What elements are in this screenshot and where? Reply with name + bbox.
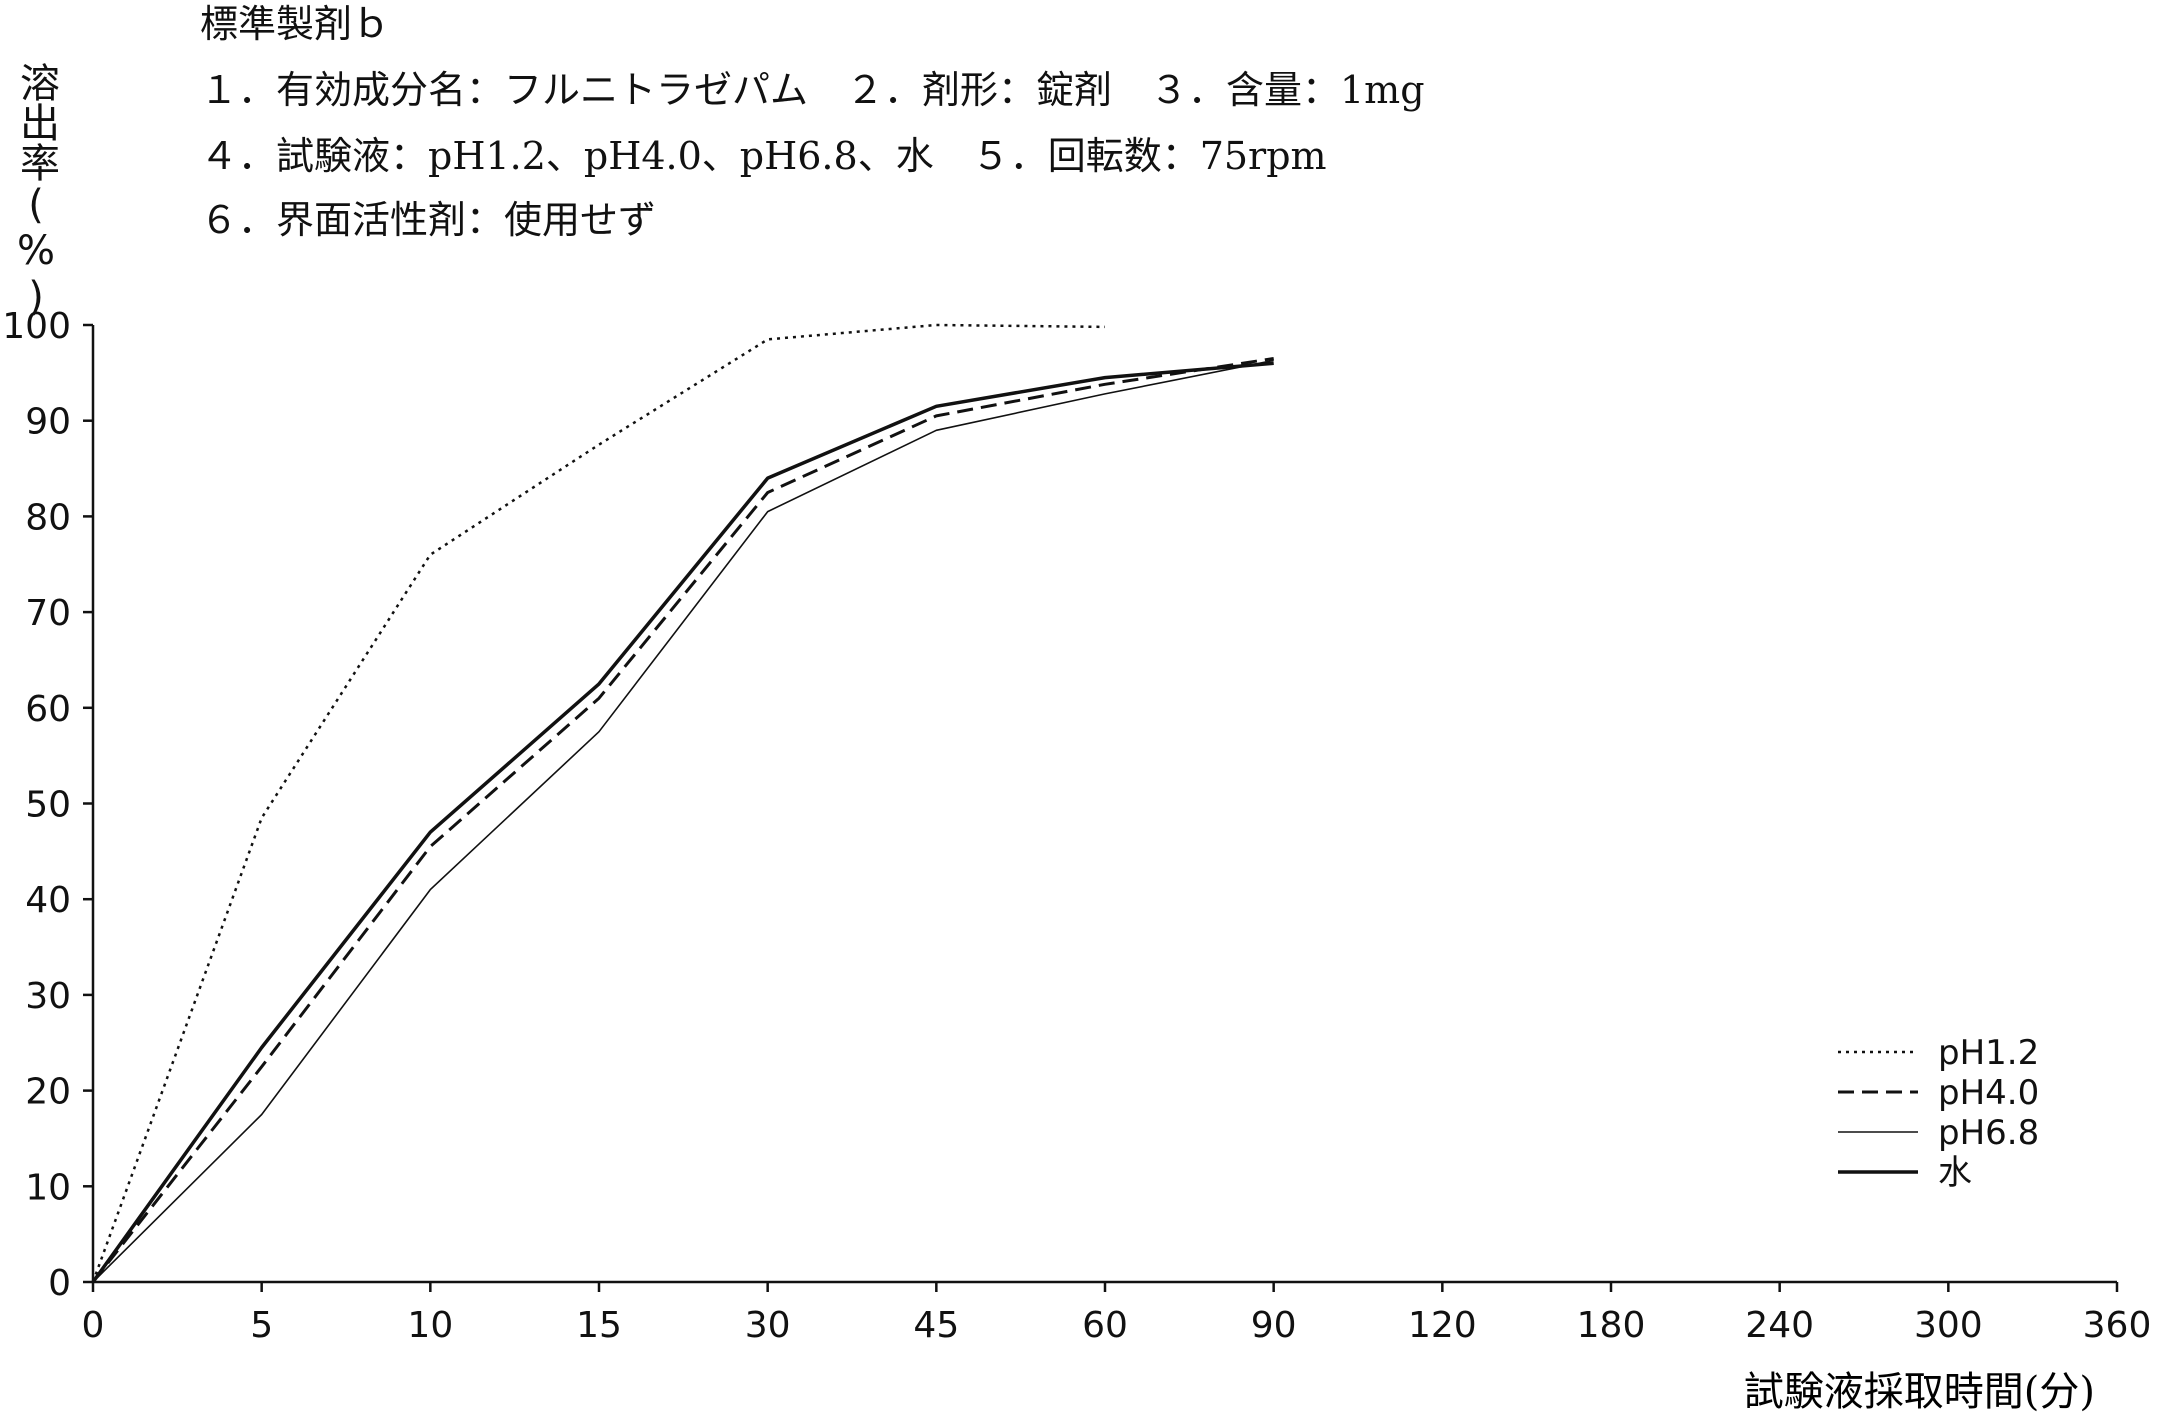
x-tick-label: 60 xyxy=(1082,1305,1128,1346)
ticks: 0 10 20 30 40 50 60 70 80 90 100 0 5 10 15 30 45 60 90 120 1… xyxy=(2,306,2151,1346)
legend-label: pH6.8 xyxy=(1938,1113,2039,1153)
legend-label: 水 xyxy=(1938,1153,1972,1193)
y-tick-label: 90 xyxy=(25,402,71,443)
x-tick-label: 300 xyxy=(1914,1305,1983,1346)
x-tick-label: 0 xyxy=(82,1305,105,1346)
header-line-ingredient: １．有効成分名：フルニトラゼパム ２．剤形：錠剤 ３．含量：1mg xyxy=(200,68,1425,112)
series-line-pH1.2 xyxy=(91,323,1106,1283)
x-tick-label: 180 xyxy=(1577,1305,1646,1346)
y-axis-label: 溶出率(%) xyxy=(13,62,59,320)
y-tick-label: 100 xyxy=(2,306,71,347)
y-tick-label: 10 xyxy=(25,1167,71,1208)
legend-label: pH4.0 xyxy=(1938,1073,2039,1113)
x-tick-label: 15 xyxy=(576,1305,622,1346)
y-tick-label: 60 xyxy=(25,689,71,730)
y-tick-label: 70 xyxy=(25,593,71,634)
series-line-pH4.0 xyxy=(91,357,1274,1283)
x-tick-label: 120 xyxy=(1408,1305,1477,1346)
y-tick-label: 40 xyxy=(25,880,71,921)
header-line-surfactant: ６．界面活性剤：使用せず xyxy=(200,198,657,242)
series-line-水 xyxy=(91,361,1274,1284)
axes xyxy=(91,325,2117,1284)
x-tick-label: 10 xyxy=(407,1305,453,1346)
y-tick-label: 50 xyxy=(25,785,71,826)
formulation-title: 標準製剤ｂ xyxy=(200,2,391,46)
x-tick-label: 90 xyxy=(1251,1305,1297,1346)
legend-label: pH1.2 xyxy=(1938,1033,2039,1073)
y-tick-label: 0 xyxy=(48,1263,71,1304)
y-tick-label: 80 xyxy=(25,497,71,538)
series-lines xyxy=(91,323,1274,1284)
x-tick-label: 30 xyxy=(745,1305,791,1346)
x-tick-label: 45 xyxy=(913,1305,959,1346)
x-tick-label: 5 xyxy=(250,1305,273,1346)
series-line-pH6.8 xyxy=(92,359,1274,1283)
y-tick-label: 30 xyxy=(25,976,71,1017)
x-tick-label: 240 xyxy=(1745,1305,1814,1346)
header-line-test-fluid: ４．試験液：pH1.2、pH4.0、pH6.8、水 ５．回転数：75rpm xyxy=(200,134,1327,178)
x-axis-label: 試験液採取時間(分) xyxy=(1744,1369,2095,1415)
x-tick-label: 360 xyxy=(2083,1305,2152,1346)
y-tick-label: 20 xyxy=(25,1072,71,1113)
